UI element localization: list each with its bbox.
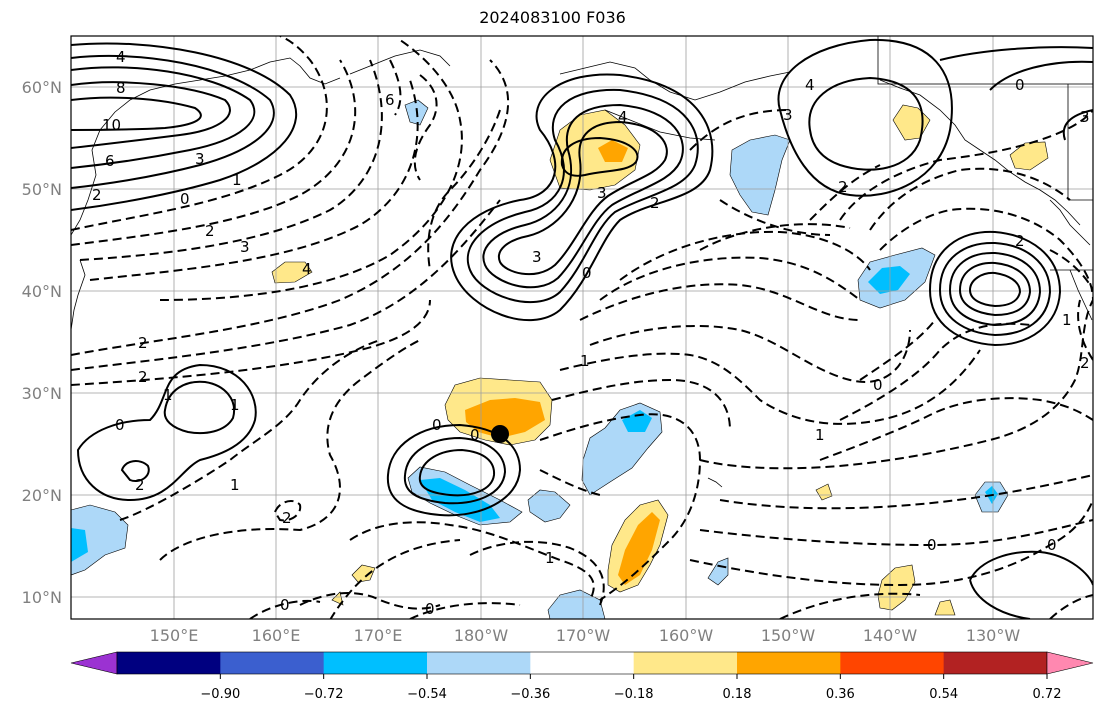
colorbar: −0.90 −0.72 −0.54 −0.36 −0.18 0.18 0.36 0.54 0.7…	[70, 651, 1094, 702]
colorbar-tick-label: 0.18	[723, 687, 752, 702]
svg-text:1: 1	[232, 171, 242, 189]
shaded-fields	[71, 99, 1049, 619]
svg-text:50°N: 50°N	[22, 180, 62, 199]
svg-text:6: 6	[385, 91, 395, 109]
svg-text:150°E: 150°E	[150, 626, 199, 645]
svg-text:3: 3	[240, 238, 250, 256]
solid-contours	[71, 38, 1093, 619]
svg-text:0: 0	[927, 536, 937, 554]
svg-text:2: 2	[138, 334, 148, 352]
svg-text:3: 3	[532, 248, 542, 266]
svg-text:10: 10	[102, 116, 121, 134]
svg-text:4: 4	[805, 76, 815, 94]
svg-text:0: 0	[470, 426, 480, 444]
colorbar-cell	[737, 652, 841, 674]
colorbar-tick-label: −0.54	[407, 687, 447, 702]
colorbar-tick-label: −0.90	[200, 687, 240, 702]
svg-text:3: 3	[195, 150, 205, 168]
latitude-labels: 60°N 50°N 40°N 30°N 20°N 10°N	[22, 78, 62, 607]
svg-text:6: 6	[105, 152, 115, 170]
svg-text:2: 2	[138, 368, 148, 386]
svg-text:2: 2	[838, 178, 848, 196]
svg-text:4: 4	[618, 108, 628, 126]
svg-text:170°E: 170°E	[354, 626, 403, 645]
svg-text:1: 1	[1062, 311, 1072, 329]
colorbar-tick-label: −0.72	[304, 687, 344, 702]
svg-text:0: 0	[425, 600, 435, 618]
svg-text:150°W: 150°W	[761, 626, 816, 645]
dashed-contours	[71, 36, 1093, 619]
storm-center-marker	[491, 425, 509, 443]
svg-text:0: 0	[180, 190, 190, 208]
svg-text:0: 0	[873, 376, 883, 394]
svg-text:180°W: 180°W	[454, 626, 509, 645]
svg-text:0: 0	[280, 596, 290, 614]
svg-text:0: 0	[115, 416, 125, 434]
svg-text:40°N: 40°N	[22, 282, 62, 301]
svg-text:0: 0	[432, 416, 442, 434]
colorbar-cell	[427, 652, 531, 674]
svg-text:1: 1	[580, 352, 590, 370]
svg-text:60°N: 60°N	[22, 78, 62, 97]
svg-text:8: 8	[116, 79, 126, 97]
svg-text:0: 0	[1047, 536, 1057, 554]
svg-text:4: 4	[116, 48, 126, 66]
contour-labels: 4 8 10 6 2 3 1 0 2 3 4 6 4 3 2 0 3 3 2 4…	[92, 48, 1090, 618]
colorbar-cell	[323, 652, 428, 674]
svg-text:20°N: 20°N	[22, 486, 62, 505]
colorbar-cell	[633, 652, 738, 674]
svg-text:2: 2	[135, 476, 145, 494]
colorbar-tick-label: 0.36	[826, 687, 855, 702]
svg-text:1: 1	[815, 426, 825, 444]
svg-text:2: 2	[205, 222, 215, 240]
borders	[877, 36, 1093, 271]
svg-text:1: 1	[230, 476, 240, 494]
svg-text:1: 1	[545, 549, 555, 567]
colorbar-extend-left	[70, 651, 118, 675]
svg-text:2: 2	[282, 509, 292, 527]
svg-text:3: 3	[1080, 108, 1090, 126]
graticule	[71, 36, 1093, 619]
svg-text:3: 3	[597, 184, 607, 202]
svg-text:170°W: 170°W	[556, 626, 611, 645]
colorbar-cell	[117, 652, 221, 674]
svg-text:130°W: 130°W	[966, 626, 1021, 645]
svg-text:2: 2	[1080, 354, 1090, 372]
svg-text:2: 2	[1015, 232, 1025, 250]
colorbar-tick-label: −0.18	[614, 687, 654, 702]
map-frame	[70, 35, 1094, 620]
svg-text:140°W: 140°W	[863, 626, 918, 645]
colorbar-tick-label: 0.72	[1033, 687, 1062, 702]
svg-text:160°E: 160°E	[252, 626, 301, 645]
svg-text:160°W: 160°W	[659, 626, 714, 645]
colorbar-tick-label: 0.54	[929, 687, 958, 702]
svg-text:1: 1	[230, 396, 240, 414]
colorbar-tick-label: −0.36	[510, 687, 550, 702]
map-title: 2024083100 F036	[479, 8, 626, 27]
svg-text:4: 4	[302, 260, 312, 278]
svg-text:3: 3	[783, 106, 793, 124]
svg-text:10°N: 10°N	[22, 588, 62, 607]
colorbar-cell	[840, 652, 945, 674]
coastlines	[71, 49, 1093, 488]
svg-text:2: 2	[92, 186, 102, 204]
colorbar-cell	[220, 652, 325, 674]
svg-text:1: 1	[163, 386, 173, 404]
svg-text:0: 0	[582, 264, 592, 282]
svg-text:2: 2	[650, 194, 660, 212]
colorbar-cell	[943, 652, 1048, 674]
colorbar-cell	[530, 652, 635, 674]
svg-text:0: 0	[1015, 76, 1025, 94]
svg-text:30°N: 30°N	[22, 384, 62, 403]
colorbar-extend-right	[1046, 651, 1094, 675]
longitude-labels: 150°E 160°E 170°E 180°W 170°W 160°W 150°…	[150, 626, 1021, 645]
